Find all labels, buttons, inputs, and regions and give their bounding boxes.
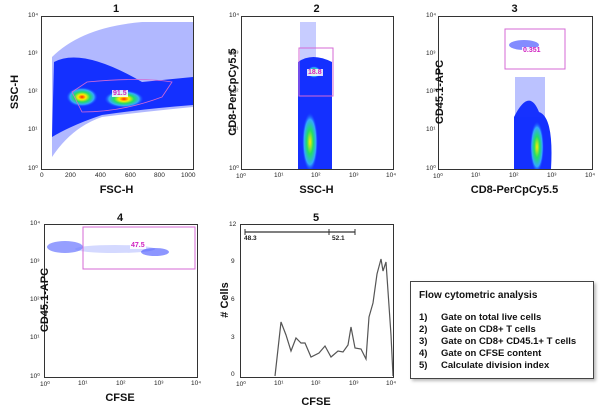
y-tick: 10³: [30, 258, 40, 265]
y-tick: 10⁴: [28, 12, 39, 19]
y-tick: 10²: [28, 88, 38, 95]
gate-label: 47.5: [130, 242, 146, 249]
x-tick: 10²: [116, 380, 126, 387]
x-axis-label: SSC-H: [299, 184, 334, 196]
x-tick: 10⁰: [236, 381, 246, 388]
y-tick: 10⁰: [229, 165, 239, 172]
x-tick: 10³: [547, 172, 557, 179]
legend-item-text: Gate on CFSE content: [441, 348, 542, 359]
y-tick: 10³: [229, 50, 239, 57]
y-axis-label: CD45.1-APC: [39, 267, 51, 333]
gate-right-label: 52.1: [332, 235, 345, 242]
x-tick: 600: [125, 172, 136, 179]
legend-item-text: Gate on CD8+ CD45.1+ T cells: [441, 336, 577, 347]
x-tick: 10²: [311, 172, 321, 179]
legend-item-number: 1): [419, 312, 428, 323]
legend-item-number: 4): [419, 348, 428, 359]
x-axis-label: CFSE: [301, 396, 331, 408]
x-tick: 200: [65, 172, 76, 179]
x-tick: 10⁰: [236, 173, 246, 180]
gate-label: 0.351: [522, 47, 542, 54]
gate-label: 91.5: [112, 90, 128, 97]
y-tick: 10⁰: [426, 165, 436, 172]
legend-item: 4) Gate on CFSE content: [419, 348, 541, 359]
density-plot: [52, 22, 193, 157]
legend-item-text: Gate on CD8+ T cells: [441, 324, 536, 335]
gate-label: 18.8: [307, 69, 323, 76]
gate-left-label: 48.3: [244, 235, 257, 242]
x-tick: 800: [154, 172, 165, 179]
y-tick: 10²: [229, 88, 239, 95]
y-tick: 0: [231, 371, 235, 378]
histogram: [244, 229, 393, 377]
y-tick: 10⁴: [426, 12, 437, 19]
legend-item-number: 2): [419, 324, 428, 335]
y-tick: 10⁴: [229, 12, 240, 19]
x-tick: 10³: [154, 380, 164, 387]
scatter-plot-3: 0.351: [438, 16, 593, 170]
panel-title: 3: [511, 3, 518, 15]
x-tick: 10⁰: [433, 173, 443, 180]
density-plot: [47, 226, 196, 270]
legend-item-text: Gate on total live cells: [441, 312, 542, 323]
x-tick: 10⁴: [386, 172, 397, 179]
y-tick: 9: [231, 258, 235, 265]
x-tick: 10³: [349, 172, 359, 179]
scatter-plot-1: 91.5: [41, 16, 194, 170]
y-axis-label: # Cells: [219, 282, 231, 318]
legend-item: 5) Calculate division index: [419, 360, 549, 371]
x-tick: 10¹: [471, 172, 481, 179]
x-tick: 0: [40, 172, 44, 179]
x-axis-label: CFSE: [105, 392, 135, 404]
density-plot: [504, 28, 566, 169]
y-tick: 10⁰: [28, 165, 38, 172]
y-axis-label: SSC-H: [9, 74, 21, 110]
x-tick: 10²: [509, 172, 519, 179]
x-tick: 10⁴: [191, 380, 202, 387]
y-tick: 10⁴: [30, 220, 41, 227]
y-tick: 10³: [28, 50, 38, 57]
histogram-plot-5: 48.3 52.1: [240, 224, 394, 378]
y-tick: 10⁰: [30, 373, 40, 380]
panel-title: 5: [312, 212, 320, 224]
legend-item-text: Calculate division index: [441, 360, 550, 371]
y-tick: 10¹: [426, 126, 436, 133]
density-plot: [298, 22, 334, 169]
x-tick: 10⁴: [386, 380, 397, 387]
y-tick: 10²: [30, 296, 40, 303]
y-tick: 3: [231, 334, 235, 341]
legend-item-number: 5): [419, 360, 428, 371]
y-tick: 10³: [426, 50, 436, 57]
legend-item: 2) Gate on CD8+ T cells: [419, 324, 536, 335]
x-tick: 400: [95, 172, 106, 179]
panel-title: 2: [313, 3, 320, 15]
y-tick: 10¹: [30, 334, 40, 341]
y-tick: 12: [229, 221, 237, 228]
scatter-plot-4: 47.5: [44, 224, 198, 378]
x-tick: 10¹: [274, 380, 284, 387]
y-tick: 10¹: [28, 126, 38, 133]
y-axis-label: CD45.1-APC: [434, 59, 446, 125]
y-tick: 6: [231, 296, 235, 303]
scatter-plot-2: 18.8: [241, 16, 394, 170]
legend-item: 1) Gate on total live cells: [419, 312, 541, 323]
legend-item: 3) Gate on CD8+ CD45.1+ T cells: [419, 336, 576, 347]
x-tick: 10¹: [274, 172, 284, 179]
panel-title: 4: [116, 212, 124, 224]
x-tick: 10³: [349, 380, 359, 387]
x-tick: 10¹: [78, 380, 88, 387]
x-tick: 10⁰: [40, 381, 50, 388]
panel-title: 1: [112, 3, 120, 15]
x-axis-label: FSC-H: [99, 184, 134, 196]
legend-item-number: 3): [419, 336, 428, 347]
legend-title: Flow cytometric analysis: [419, 290, 538, 301]
x-axis-label: CD8-PerCpCy5.5: [470, 184, 559, 196]
y-tick: 10²: [426, 88, 436, 95]
legend-box: Flow cytometric analysis 1) Gate on total…: [410, 281, 594, 379]
y-tick: 10¹: [229, 126, 239, 133]
x-tick: 10⁴: [585, 172, 596, 179]
x-tick: 1000: [181, 172, 196, 179]
x-tick: 10²: [311, 380, 321, 387]
